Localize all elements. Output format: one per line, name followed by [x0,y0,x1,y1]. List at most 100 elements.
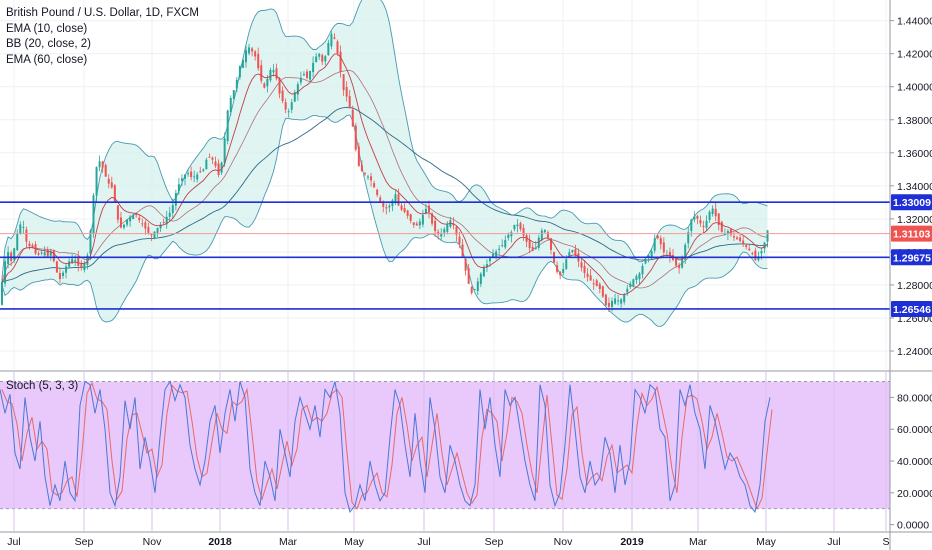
candle-down [659,238,662,245]
candle-up [40,252,43,254]
candle-down [717,213,720,226]
candle-down [733,236,735,238]
candlestick-series [1,30,769,312]
time-tick-label: May [344,536,365,548]
candle-up [180,178,183,181]
price-tick-label: 1.34000 [897,181,932,193]
candle-up [312,62,315,73]
candle-up [394,194,397,203]
candle-up [229,97,232,113]
candle-down [208,156,211,158]
candle-up [19,224,22,234]
candle-up [495,251,498,257]
candle-down [470,287,473,293]
candle-up [16,233,19,251]
candle-down [339,51,342,72]
stoch-axis[interactable]: 0.0000 20.0000 40.0000 60.0000 80.0000 [890,392,932,532]
price-pane[interactable] [0,0,890,370]
candle-down [574,249,577,256]
candle-down [144,222,147,229]
candle-down [739,237,742,241]
stoch-k-line [0,380,771,514]
candle-down [363,172,366,174]
candle-down [382,202,385,207]
candle-up [476,281,479,291]
candle-down [110,182,113,188]
candle-down [52,250,55,262]
candle-down [342,74,345,91]
price-tick-label: 1.44000 [897,16,932,28]
price-tick-label: 1.38000 [897,115,932,127]
ema-10-legend[interactable]: EMA (10, close) [6,22,88,35]
candle-up [220,162,223,173]
bollinger-lower-line [1,114,768,327]
symbol-title[interactable]: British Pound / U.S. Dollar, 1D, FXCM [6,7,200,19]
candle-down [580,262,583,268]
candle-up [498,248,501,250]
time-axis[interactable]: Jul Sep Nov 2018 Mar May Jul Sep Nov 2019 Mar May Ju… [7,536,889,548]
candle-down [754,250,757,260]
time-tick-label: S [882,536,889,548]
candle-up [248,47,251,54]
candle-up [485,264,488,268]
time-tick-label: Sep [75,536,94,548]
candle-up [168,212,171,217]
candle-down [46,249,49,257]
candle-up [13,248,16,260]
price-tick-label: 1.40000 [897,82,932,94]
candle-up [83,262,86,271]
candle-up [74,260,77,262]
bb-legend[interactable]: BB (20, close, 2) [6,38,92,50]
candle-up [629,283,632,287]
candle-up [571,250,574,253]
level-price-tag [891,194,932,211]
candle-down [306,71,308,78]
candle-up [614,298,617,304]
candle-down [357,146,360,166]
candle-up [620,299,623,304]
candle-up [65,266,68,273]
stoch-legend[interactable]: Stoch (5, 3, 3) [6,380,79,392]
candle-down [519,222,522,230]
candle-up [269,70,272,81]
candle-down [101,161,104,168]
candle-up [473,289,476,291]
candle-up [272,70,275,73]
candle-up [653,238,656,251]
candle-up [504,239,507,248]
candle-up [299,77,302,83]
candle-down [678,265,681,269]
candle-up [617,300,620,302]
candle-down [742,240,745,244]
candle-down [345,87,348,97]
candle-down [379,197,382,202]
candle-down [559,271,562,276]
candle-up [22,227,25,229]
candle-down [260,65,263,81]
horizontal-levels[interactable] [0,201,890,310]
candle-up [235,79,238,89]
candle-down [104,164,107,177]
candle-down [452,223,455,226]
candle-up [507,234,510,239]
candle-down [58,273,61,279]
ema-60-legend[interactable]: EMA (60, close) [6,53,88,66]
stoch-tick-label: 60.0000 [897,424,932,436]
stoch-tick-label: 40.0000 [897,456,932,468]
candle-down [595,280,598,286]
stoch-pane[interactable] [0,372,890,531]
stoch-band-fill [0,381,890,509]
time-tick-label: Mar [689,536,708,548]
candle-down [254,51,257,57]
candle-down [406,210,409,216]
candle-down [428,205,430,212]
candle-down [668,251,671,257]
candle-up [623,294,626,302]
candle-up [537,237,540,248]
candle-up [421,215,424,225]
candle-down [162,221,165,223]
candle-down [550,238,552,250]
candle-up [290,102,293,110]
candle-up [153,231,156,239]
